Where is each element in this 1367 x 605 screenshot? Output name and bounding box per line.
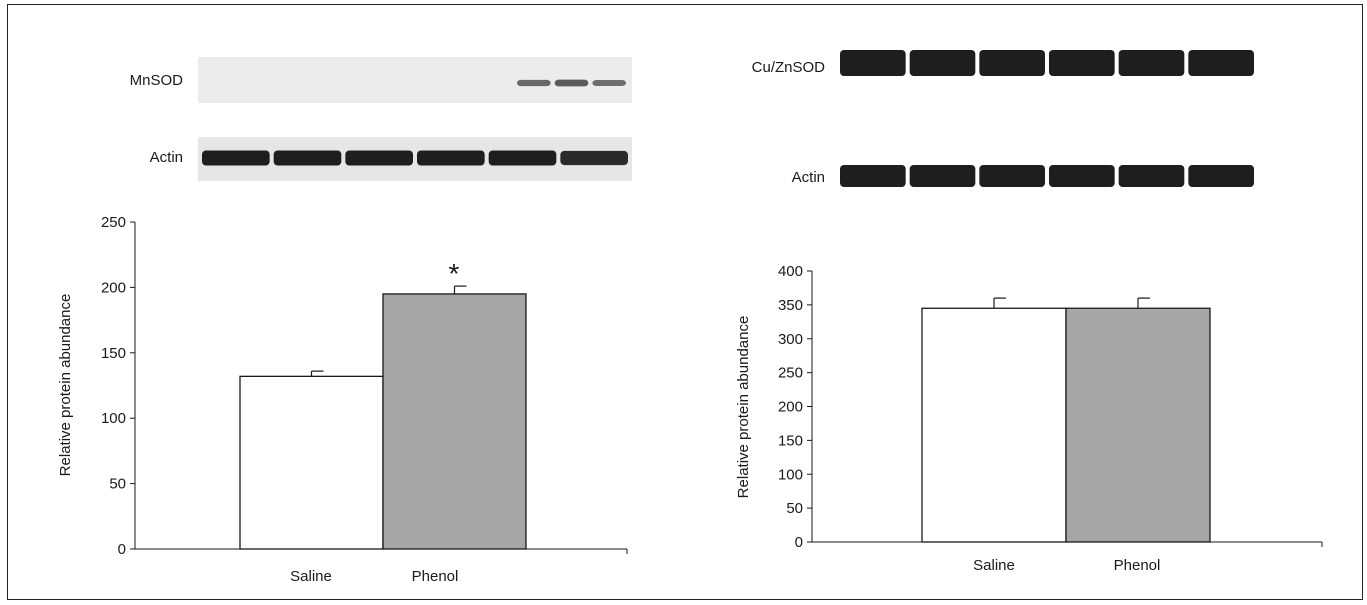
left-significance-marker: * (449, 258, 460, 289)
left-bars (239, 285, 527, 550)
actin-right-band-lane-2 (909, 165, 976, 187)
right-y-ticks: 0 50 100 150 200 250 300 350 400 (778, 263, 812, 551)
bar-phenol (1065, 307, 1211, 543)
actin-left-band-lane-2 (273, 150, 342, 166)
cuznsod-chart: Relative protein abundance 0 50 100 150 200 2… (735, 263, 1323, 574)
actin-blot-image-left (198, 137, 632, 181)
y-tick-label: 200 (778, 399, 803, 416)
actin-left-band-lane-6 (560, 150, 628, 166)
y-tick-label: 150 (778, 432, 803, 449)
figure-frame (7, 4, 1363, 600)
mnsod-bands (517, 79, 626, 87)
y-tick-label: 200 (101, 279, 126, 296)
cuznsod-band-lane-4 (1049, 50, 1115, 76)
y-tick-label: 250 (778, 365, 803, 382)
y-tick-label: 0 (795, 534, 803, 551)
mnsod-chart: Relative protein abundance 0 50 100 150 200 2… (57, 214, 628, 585)
actin-label-right: Actin (792, 169, 825, 186)
y-tick-label: 0 (118, 541, 126, 558)
mnsod-band-lane-4 (517, 79, 551, 87)
cuznsod-band-lane-1 (840, 50, 906, 76)
bar-saline (921, 307, 1067, 543)
y-tick-label: 150 (101, 345, 126, 362)
actin-right-band-lane-5 (1118, 165, 1185, 187)
actin-right-band-lane-1 (840, 165, 906, 187)
actin-label-left: Actin (150, 149, 183, 166)
actin-left-band-lane-5 (488, 150, 557, 166)
y-tick-label: 300 (778, 331, 803, 348)
actin-bands-right (840, 165, 1254, 187)
left-x-label-phenol: Phenol (412, 568, 459, 585)
y-tick-label: 400 (778, 263, 803, 280)
left-x-label-saline: Saline (290, 568, 332, 585)
left-blot-group: MnSOD Actin (130, 57, 632, 181)
mnsod-band-lane-5 (554, 79, 589, 87)
right-bars (921, 297, 1211, 543)
cuznsod-band-lane-3 (979, 50, 1045, 76)
y-tick-label: 100 (101, 410, 126, 427)
actin-left-band-lane-4 (417, 150, 485, 166)
right-blot-group: Cu/ZnSOD Actin (752, 35, 1268, 205)
actin-right-band-lane-4 (1049, 165, 1115, 187)
left-y-axis-label: Relative protein abundance (57, 294, 74, 477)
actin-left-band-lane-3 (345, 150, 413, 166)
right-x-label-saline: Saline (973, 557, 1015, 574)
mnsod-label: MnSOD (130, 72, 184, 89)
actin-right-band-lane-3 (979, 165, 1045, 187)
bar-phenol (382, 293, 527, 550)
right-y-axis-label: Relative protein abundance (735, 316, 752, 499)
mnsod-band-lane-6 (592, 79, 626, 87)
cuznsod-band-lane-5 (1118, 50, 1185, 76)
y-tick-label: 350 (778, 297, 803, 314)
cuznsod-band-lane-6 (1188, 50, 1254, 76)
cuznsod-band-lane-2 (909, 50, 976, 76)
actin-bands-left (202, 150, 628, 166)
bar-saline (239, 375, 384, 550)
y-tick-label: 50 (786, 500, 803, 517)
left-y-ticks: 0 50 100 150 200 250 (101, 214, 135, 558)
cuznsod-bands (840, 50, 1254, 76)
y-tick-label: 50 (109, 476, 126, 493)
y-tick-label: 250 (101, 214, 126, 231)
y-tick-label: 100 (778, 466, 803, 483)
cuznsod-label: Cu/ZnSOD (752, 59, 826, 76)
actin-left-band-lane-1 (202, 150, 270, 166)
actin-right-band-lane-6 (1188, 165, 1254, 187)
right-x-label-phenol: Phenol (1114, 557, 1161, 574)
